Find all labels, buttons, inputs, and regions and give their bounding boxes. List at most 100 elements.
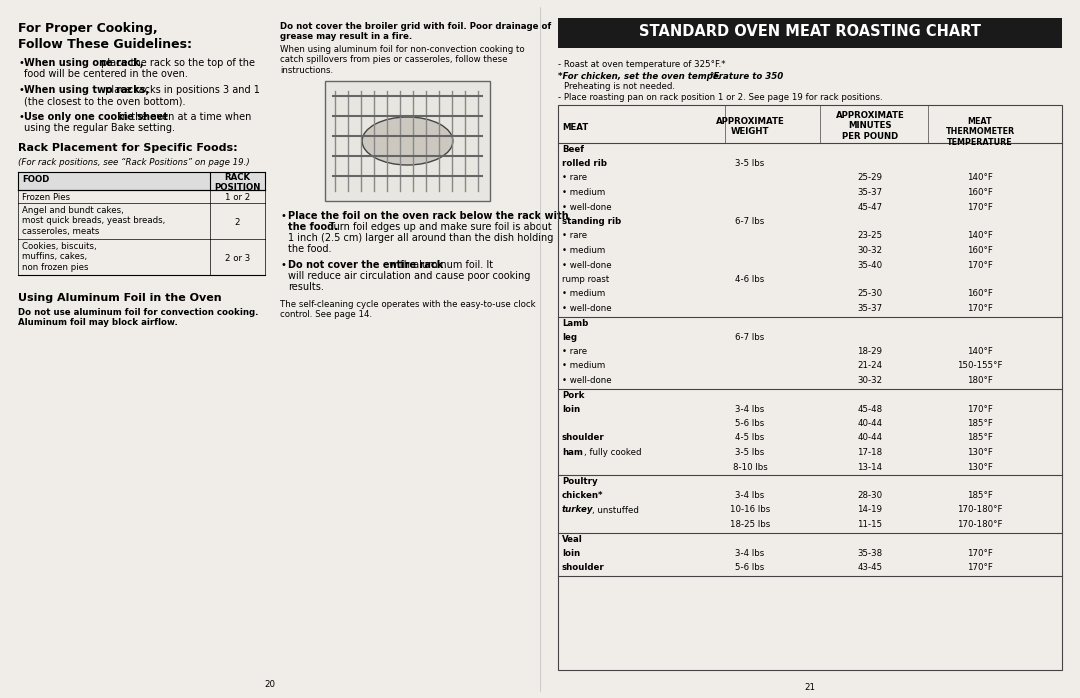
Text: 18-25 lbs: 18-25 lbs <box>730 520 770 529</box>
Text: 5-6 lbs: 5-6 lbs <box>735 419 765 428</box>
Text: 35-40: 35-40 <box>858 260 882 269</box>
Text: • rare: • rare <box>562 232 588 241</box>
Text: 30-32: 30-32 <box>858 376 882 385</box>
Text: When using aluminum foil for non-convection cooking to
catch spillovers from pie: When using aluminum foil for non-convect… <box>280 45 525 75</box>
Text: 3-4 lbs: 3-4 lbs <box>735 491 765 500</box>
Text: STANDARD OVEN MEAT ROASTING CHART: STANDARD OVEN MEAT ROASTING CHART <box>639 24 981 39</box>
Bar <box>558 18 1062 48</box>
Text: 160°F: 160°F <box>967 290 993 299</box>
Text: 8-10 lbs: 8-10 lbs <box>732 463 768 472</box>
Text: •: • <box>18 112 24 122</box>
Text: using the regular Bake setting.: using the regular Bake setting. <box>24 123 175 133</box>
Text: - Roast at oven temperature of 325°F.*: - Roast at oven temperature of 325°F.* <box>558 60 726 69</box>
Text: 1 or 2: 1 or 2 <box>225 193 251 202</box>
Text: Poultry: Poultry <box>562 477 597 486</box>
Text: °F.: °F. <box>708 72 720 81</box>
Text: 35-38: 35-38 <box>858 549 882 558</box>
Text: 170°F: 170°F <box>967 202 993 211</box>
Text: with aluminum foil. It: with aluminum foil. It <box>386 260 494 270</box>
Text: Veal: Veal <box>562 535 583 544</box>
Text: 25-30: 25-30 <box>858 290 882 299</box>
Text: 140°F: 140°F <box>967 232 993 241</box>
Text: 6-7 lbs: 6-7 lbs <box>735 217 765 226</box>
Text: When using one rack,: When using one rack, <box>24 58 144 68</box>
Text: 180°F: 180°F <box>967 376 993 385</box>
Ellipse shape <box>362 117 453 165</box>
Text: 1 inch (2.5 cm) larger all around than the dish holding: 1 inch (2.5 cm) larger all around than t… <box>288 233 553 243</box>
Text: 10-16 lbs: 10-16 lbs <box>730 505 770 514</box>
Text: , fully cooked: , fully cooked <box>584 448 642 457</box>
Text: Pork: Pork <box>562 390 584 399</box>
Text: shoulder: shoulder <box>562 433 605 443</box>
Text: 45-47: 45-47 <box>858 202 882 211</box>
Text: 185°F: 185°F <box>967 419 993 428</box>
Text: 2 or 3: 2 or 3 <box>225 254 251 263</box>
Text: 4-5 lbs: 4-5 lbs <box>735 433 765 443</box>
Text: 28-30: 28-30 <box>858 491 882 500</box>
Text: loin: loin <box>562 405 580 413</box>
Text: Beef: Beef <box>562 145 584 154</box>
Text: rolled rib: rolled rib <box>562 159 607 168</box>
Text: 170°F: 170°F <box>967 549 993 558</box>
Text: 170°F: 170°F <box>967 405 993 413</box>
Text: leg: leg <box>562 332 577 341</box>
Text: 6-7 lbs: 6-7 lbs <box>735 332 765 341</box>
FancyBboxPatch shape <box>325 81 490 201</box>
Text: 3-5 lbs: 3-5 lbs <box>735 159 765 168</box>
Text: Turn foil edges up and make sure foil is about: Turn foil edges up and make sure foil is… <box>326 222 552 232</box>
Text: • medium: • medium <box>562 188 605 197</box>
Text: 20: 20 <box>265 680 275 689</box>
Text: (For rack positions, see “Rack Positions” on page 19.): (For rack positions, see “Rack Positions… <box>18 158 249 167</box>
Text: APPROXIMATE
WEIGHT: APPROXIMATE WEIGHT <box>716 117 784 136</box>
Text: 170°F: 170°F <box>967 304 993 313</box>
Text: 30-32: 30-32 <box>858 246 882 255</box>
Text: • medium: • medium <box>562 290 605 299</box>
Text: 35-37: 35-37 <box>858 188 882 197</box>
Text: Rack Placement for Specific Foods:: Rack Placement for Specific Foods: <box>18 143 238 153</box>
Text: Using Aluminum Foil in the Oven: Using Aluminum Foil in the Oven <box>18 293 221 303</box>
Text: 160°F: 160°F <box>967 246 993 255</box>
Text: 3-4 lbs: 3-4 lbs <box>735 549 765 558</box>
Text: RACK
POSITION: RACK POSITION <box>214 173 260 193</box>
Text: For Proper Cooking,: For Proper Cooking, <box>18 22 158 35</box>
Text: 140°F: 140°F <box>967 174 993 182</box>
Text: Cookies, biscuits,
muffins, cakes,
non frozen pies: Cookies, biscuits, muffins, cakes, non f… <box>22 242 96 272</box>
Text: , unstuffed: , unstuffed <box>592 505 639 514</box>
Text: loin: loin <box>562 549 580 558</box>
Text: 4-6 lbs: 4-6 lbs <box>735 275 765 284</box>
Text: Use only one cookie sheet: Use only one cookie sheet <box>24 112 167 122</box>
Text: 40-44: 40-44 <box>858 433 882 443</box>
Bar <box>18 172 265 190</box>
Text: FOOD: FOOD <box>22 175 50 184</box>
Text: •: • <box>280 211 286 221</box>
Text: • well-done: • well-done <box>562 260 611 269</box>
Text: food will be centered in the oven.: food will be centered in the oven. <box>24 69 188 79</box>
Text: ham: ham <box>562 448 583 457</box>
Text: 3-5 lbs: 3-5 lbs <box>735 448 765 457</box>
Text: 170°F: 170°F <box>967 260 993 269</box>
Text: shoulder: shoulder <box>562 563 605 572</box>
Text: chicken*: chicken* <box>562 491 604 500</box>
Text: 35-37: 35-37 <box>858 304 882 313</box>
Text: standing rib: standing rib <box>562 217 621 226</box>
Text: 150-155°F: 150-155°F <box>957 362 1002 371</box>
Text: 160°F: 160°F <box>967 188 993 197</box>
Text: place the rack so the top of the: place the rack so the top of the <box>98 58 255 68</box>
Text: turkey: turkey <box>562 505 594 514</box>
Text: Do not cover the entire rack: Do not cover the entire rack <box>288 260 443 270</box>
Text: 43-45: 43-45 <box>858 563 882 572</box>
Text: 18-29: 18-29 <box>858 347 882 356</box>
Text: 170°F: 170°F <box>967 563 993 572</box>
Text: rump roast: rump roast <box>562 275 609 284</box>
Text: the food.: the food. <box>288 222 338 232</box>
Text: Follow These Guidelines:: Follow These Guidelines: <box>18 38 192 51</box>
Text: Do not cover the broiler grid with foil. Poor drainage of
grease may result in a: Do not cover the broiler grid with foil.… <box>280 22 551 41</box>
Text: •: • <box>280 260 286 270</box>
Text: 170-180°F: 170-180°F <box>957 505 1002 514</box>
Text: 23-25: 23-25 <box>858 232 882 241</box>
Text: Place the foil on the oven rack below the rack with: Place the foil on the oven rack below th… <box>288 211 569 221</box>
Text: in the oven at a time when: in the oven at a time when <box>117 112 252 122</box>
Text: place racks in positions 3 and 1: place racks in positions 3 and 1 <box>102 85 259 95</box>
Text: • rare: • rare <box>562 174 588 182</box>
Bar <box>558 105 1062 670</box>
